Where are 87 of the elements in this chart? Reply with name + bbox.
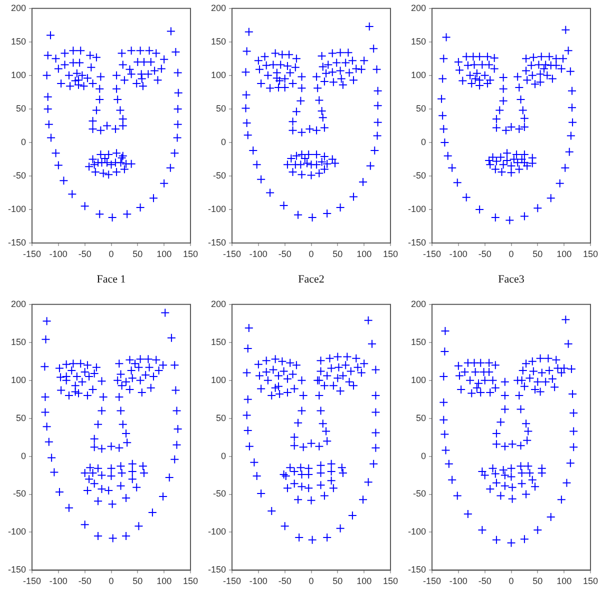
y-tick-label: 200 [410, 2, 426, 13]
y-tick-label: 50 [416, 412, 426, 423]
x-tick-label: -100 [49, 248, 68, 259]
x-tick-label: -100 [449, 576, 468, 586]
x-tick-label: 150 [182, 248, 198, 259]
y-tick-label: 200 [210, 298, 226, 309]
x-tick-label: 0 [308, 576, 314, 586]
x-tick-label: 50 [332, 576, 343, 586]
y-tick-label: -50 [213, 170, 226, 180]
y-tick-label: -150 [408, 237, 426, 248]
y-tick-label: -100 [8, 526, 26, 537]
x-tick-label: -100 [249, 248, 268, 259]
y-tick-label: 200 [410, 298, 426, 309]
y-tick-label: 100 [210, 70, 226, 80]
y-tick-label: -50 [13, 488, 26, 499]
x-tick-label: 0 [108, 576, 114, 586]
x-tick-label: 150 [382, 576, 398, 586]
y-tick-label: 0 [21, 450, 26, 461]
y-tick-label: 0 [421, 450, 426, 461]
y-tick-label: 200 [10, 2, 26, 13]
y-tick-label: -50 [13, 170, 26, 180]
y-tick-label: 0 [221, 450, 226, 461]
y-tick-label: -50 [413, 170, 426, 180]
x-tick-label: -50 [278, 248, 292, 259]
x-tick-label: 150 [182, 576, 198, 586]
y-tick-label: 150 [210, 336, 226, 347]
x-tick-label: 50 [532, 576, 543, 586]
y-tick-label: -150 [408, 564, 426, 575]
y-tick-label: -150 [208, 564, 226, 575]
x-tick-label: 100 [556, 576, 572, 586]
y-tick-label: -150 [8, 564, 26, 575]
y-tick-label: 0 [421, 136, 426, 147]
y-tick-label: -50 [213, 488, 226, 499]
y-tick-label: 100 [410, 70, 426, 80]
x-tick-label: 50 [332, 248, 343, 259]
x-tick-label: 100 [356, 576, 372, 586]
x-tick-label: 0 [508, 248, 514, 259]
y-tick-label: 150 [210, 36, 226, 46]
x-tick-label: 0 [508, 576, 514, 586]
y-tick-label: 0 [221, 136, 226, 147]
y-tick-label: 50 [216, 412, 226, 423]
y-tick-label: 50 [16, 103, 26, 114]
x-tick-label: 0 [108, 248, 114, 259]
y-tick-label: 100 [10, 70, 26, 80]
x-axis-title: Face2 [298, 273, 324, 286]
y-tick-label: 150 [10, 36, 26, 46]
y-tick-label: 150 [10, 336, 26, 347]
x-tick-label: 50 [132, 576, 143, 586]
x-tick-label: -50 [478, 576, 492, 586]
y-tick-label: 100 [10, 374, 26, 385]
x-tick-label: 150 [582, 576, 598, 586]
x-tick-label: -100 [249, 576, 268, 586]
y-tick-label: -150 [208, 237, 226, 248]
x-tick-label: 50 [132, 248, 143, 259]
x-tick-label: 50 [532, 248, 543, 259]
y-tick-label: 100 [410, 374, 426, 385]
y-tick-label: -100 [208, 204, 226, 214]
y-tick-label: -100 [408, 204, 426, 214]
x-tick-label: -100 [449, 248, 468, 259]
x-tick-label: 100 [156, 576, 172, 586]
x-axis-title: Face3 [498, 273, 525, 286]
x-tick-label: -100 [49, 576, 68, 586]
x-tick-label: 150 [582, 248, 598, 259]
x-tick-label: 150 [382, 248, 398, 259]
y-tick-label: 50 [416, 103, 426, 114]
x-tick-label: 100 [356, 248, 372, 259]
y-tick-label: 200 [10, 298, 26, 309]
y-tick-label: -100 [408, 526, 426, 537]
y-tick-label: -100 [208, 526, 226, 537]
y-tick-label: 0 [21, 136, 26, 147]
x-tick-label: 0 [308, 248, 314, 259]
y-tick-label: -100 [8, 204, 26, 214]
x-tick-label: -50 [78, 576, 92, 586]
y-tick-label: 200 [210, 2, 226, 13]
x-tick-label: 100 [156, 248, 172, 259]
y-tick-label: -50 [413, 488, 426, 499]
y-tick-label: 150 [410, 336, 426, 347]
x-tick-label: 100 [556, 248, 572, 259]
y-tick-label: 150 [410, 36, 426, 46]
y-tick-label: 50 [16, 412, 26, 423]
y-tick-label: -150 [8, 237, 26, 248]
x-tick-label: -50 [278, 576, 292, 586]
y-tick-label: 100 [210, 374, 226, 385]
x-axis-title: Face 1 [96, 273, 126, 286]
x-tick-label: -50 [478, 248, 492, 259]
y-tick-label: 50 [216, 103, 226, 114]
x-tick-label: -50 [78, 248, 92, 259]
